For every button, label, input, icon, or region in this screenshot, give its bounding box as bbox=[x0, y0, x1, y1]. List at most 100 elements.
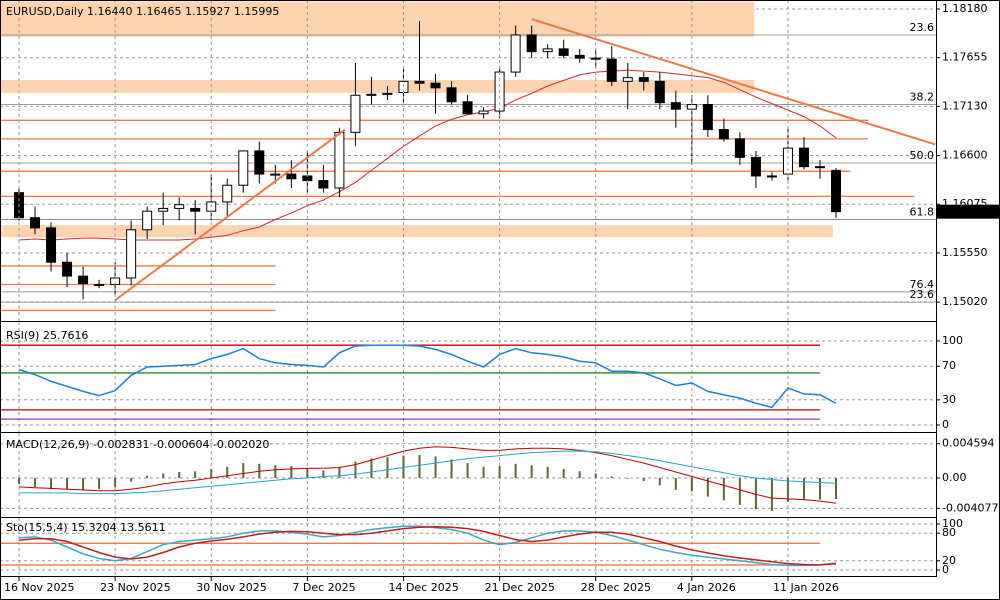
candle-body bbox=[286, 173, 297, 180]
x-tick-label: 21 Dec 2025 bbox=[485, 581, 555, 594]
candle-body bbox=[766, 175, 777, 178]
candle-body bbox=[446, 87, 457, 103]
candle-body bbox=[670, 102, 681, 110]
fib-label: 38.2 bbox=[910, 91, 935, 104]
histogram-bar bbox=[706, 477, 709, 497]
zone-band bbox=[0, 79, 755, 93]
histogram-bar bbox=[674, 477, 677, 490]
candle-body bbox=[190, 207, 201, 212]
x-tick-label: 28 Dec 2025 bbox=[581, 581, 651, 594]
candle-body bbox=[574, 54, 585, 59]
histogram-bar bbox=[50, 477, 53, 490]
x-tick-label: 4 Jan 2026 bbox=[677, 581, 736, 594]
candle-body bbox=[78, 275, 89, 285]
y-tick-label: 1.17130 bbox=[942, 99, 988, 112]
y-tick-label: 0.004594 bbox=[942, 437, 995, 450]
indicator-line bbox=[18, 344, 837, 409]
histogram-bar bbox=[82, 477, 85, 491]
histogram-bar bbox=[98, 477, 101, 490]
candle-body bbox=[606, 58, 617, 82]
candle-body bbox=[510, 34, 521, 73]
histogram-bar bbox=[514, 463, 517, 478]
candle-body bbox=[798, 147, 809, 168]
histogram-bar bbox=[322, 470, 325, 478]
candle-body bbox=[831, 169, 842, 213]
moving-average bbox=[18, 69, 837, 241]
histogram-bar bbox=[370, 458, 373, 478]
candle-body bbox=[30, 217, 41, 229]
rsi-label: RSI(9) 25.7616 bbox=[6, 329, 88, 342]
y-tick-label: 0 bbox=[942, 563, 949, 576]
y-tick-label: 100 bbox=[942, 334, 963, 347]
candle-body bbox=[46, 227, 57, 263]
x-tick-label: 23 Nov 2025 bbox=[100, 581, 170, 594]
x-tick-label: 14 Dec 2025 bbox=[388, 581, 458, 594]
fib-label: 23.6 bbox=[910, 21, 935, 34]
histogram-bar bbox=[690, 477, 693, 492]
fib-label: 76.4 bbox=[910, 278, 935, 291]
zone-band bbox=[0, 225, 833, 238]
sto-label: Sto(15,5,4) 15.3204 13.5611 bbox=[6, 521, 166, 534]
histogram-bar bbox=[18, 477, 20, 484]
candle-body bbox=[430, 82, 441, 89]
candle-body bbox=[238, 150, 249, 186]
fib-label: 61.8 bbox=[910, 206, 935, 219]
y-tick-label: 80 bbox=[942, 526, 956, 539]
y-tick-label: 100 bbox=[942, 517, 963, 530]
histogram-bar bbox=[819, 477, 821, 500]
candle-body bbox=[222, 184, 233, 203]
candle-body bbox=[478, 110, 489, 115]
histogram-bar bbox=[338, 466, 341, 478]
y-tick-label: 0.00 bbox=[942, 471, 967, 484]
candle-body bbox=[815, 166, 825, 169]
histogram-bar bbox=[226, 466, 229, 478]
indicator-line bbox=[18, 526, 837, 566]
y-tick-label: 0 bbox=[942, 418, 949, 431]
candle-body bbox=[142, 210, 153, 231]
candle-body bbox=[382, 92, 393, 95]
histogram-bar bbox=[754, 477, 757, 510]
histogram-bar bbox=[34, 477, 37, 487]
trend-line bbox=[114, 128, 346, 302]
candle-body bbox=[734, 138, 745, 158]
histogram-bar bbox=[594, 473, 597, 478]
y-tick-label: -0.004077 bbox=[942, 501, 998, 514]
histogram-bar bbox=[434, 456, 437, 478]
signal-line bbox=[19, 450, 837, 495]
histogram-bar bbox=[162, 473, 165, 478]
y-tick-label: 1.15020 bbox=[942, 295, 988, 308]
histogram-bar bbox=[786, 477, 789, 502]
chart-title: EURUSD,Daily 1.16440 1.16465 1.15927 1.1… bbox=[6, 5, 279, 18]
x-tick-label: 30 Nov 2025 bbox=[196, 581, 266, 594]
y-tick-label: 1.18180 bbox=[942, 2, 988, 15]
candle-body bbox=[366, 93, 377, 96]
histogram-bar bbox=[194, 471, 197, 478]
histogram-bar bbox=[770, 477, 773, 511]
candle-body bbox=[254, 150, 265, 175]
candle-body bbox=[718, 129, 729, 140]
candle-body bbox=[94, 283, 105, 286]
y-tick-label: 20 bbox=[942, 554, 956, 567]
histogram-bar bbox=[210, 469, 213, 478]
y-tick-label: 70 bbox=[942, 359, 956, 372]
histogram-bar bbox=[738, 477, 741, 505]
histogram-bar bbox=[146, 475, 149, 478]
macd-label: MACD(12,26,9) -0.002831 -0.000604 -0.002… bbox=[6, 438, 269, 451]
candle-body bbox=[174, 204, 185, 209]
histogram-bar bbox=[482, 466, 485, 478]
histogram-bar bbox=[626, 477, 629, 479]
signal-line bbox=[18, 446, 837, 504]
histogram-bar bbox=[835, 477, 838, 500]
candle-body bbox=[158, 207, 169, 212]
x-tick-label: 11 Jan 2026 bbox=[773, 581, 839, 594]
y-tick-label: 1.15550 bbox=[942, 246, 988, 259]
histogram-bar bbox=[274, 465, 277, 478]
histogram-bar bbox=[306, 468, 309, 478]
candle-body bbox=[334, 131, 345, 189]
histogram-bar bbox=[562, 469, 565, 478]
x-tick-label: 7 Dec 2025 bbox=[292, 581, 355, 594]
histogram-bar bbox=[802, 477, 805, 501]
y-tick-label: 30 bbox=[942, 393, 956, 406]
